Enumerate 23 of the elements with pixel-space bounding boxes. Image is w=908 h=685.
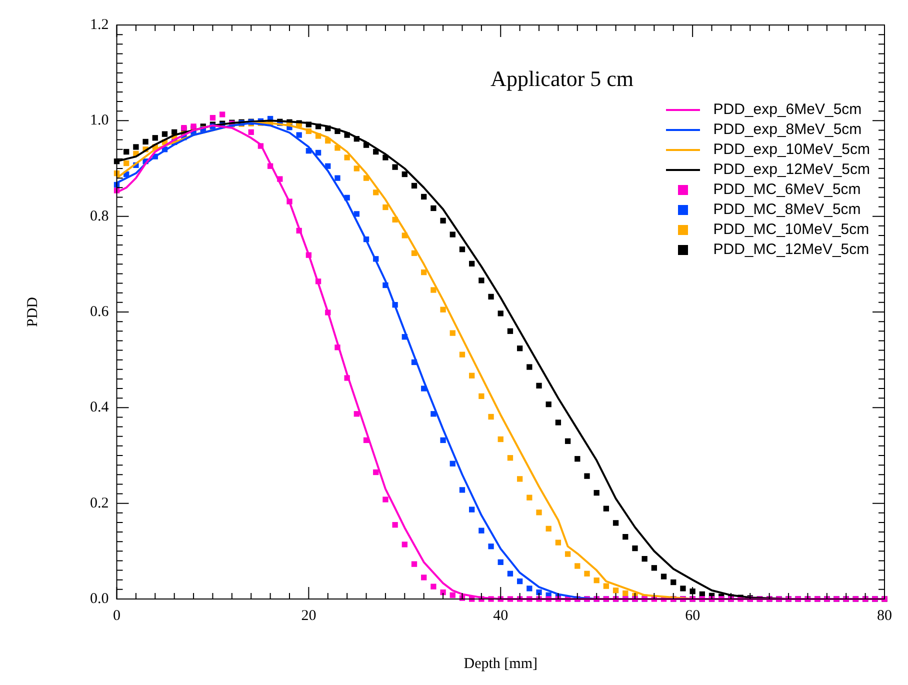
legend-label: PDD_MC_6MeV_5cm bbox=[713, 180, 861, 200]
legend-label: PDD_exp_8MeV_5cm bbox=[713, 120, 862, 140]
x-tick-label: 0 bbox=[113, 608, 120, 624]
y-tick-label: 0.4 bbox=[90, 400, 110, 416]
legend-label: PDD_MC_10MeV_5cm bbox=[713, 220, 870, 240]
y-tick-label: 0.8 bbox=[90, 208, 109, 224]
annotation: Applicator 5 cm bbox=[490, 66, 634, 91]
legend-label: PDD_exp_12MeV_5cm bbox=[713, 160, 870, 180]
y-tick-label: 0.0 bbox=[90, 590, 109, 607]
x-tick-label: 60 bbox=[685, 608, 700, 624]
y-tick-label: 0.6 bbox=[90, 304, 110, 320]
legend-label: PDD_exp_10MeV_5cm bbox=[713, 140, 870, 160]
y-tick-label: 1.0 bbox=[90, 112, 109, 129]
x-tick-label: 20 bbox=[301, 608, 316, 624]
y-axis-title: PDD bbox=[24, 296, 41, 328]
y-tick-label: 1.2 bbox=[90, 16, 109, 33]
legend-label: PDD_MC_12MeV_5cm bbox=[713, 240, 870, 260]
x-axis-title: Depth [mm] bbox=[464, 656, 538, 672]
x-tick-label: 40 bbox=[493, 608, 508, 624]
y-tick-label: 0.2 bbox=[90, 495, 109, 512]
legend-label: PDD_MC_8MeV_5cm bbox=[713, 200, 861, 220]
legend-label: PDD_exp_6MeV_5cm bbox=[713, 100, 862, 120]
x-tick-label: 80 bbox=[877, 608, 892, 624]
